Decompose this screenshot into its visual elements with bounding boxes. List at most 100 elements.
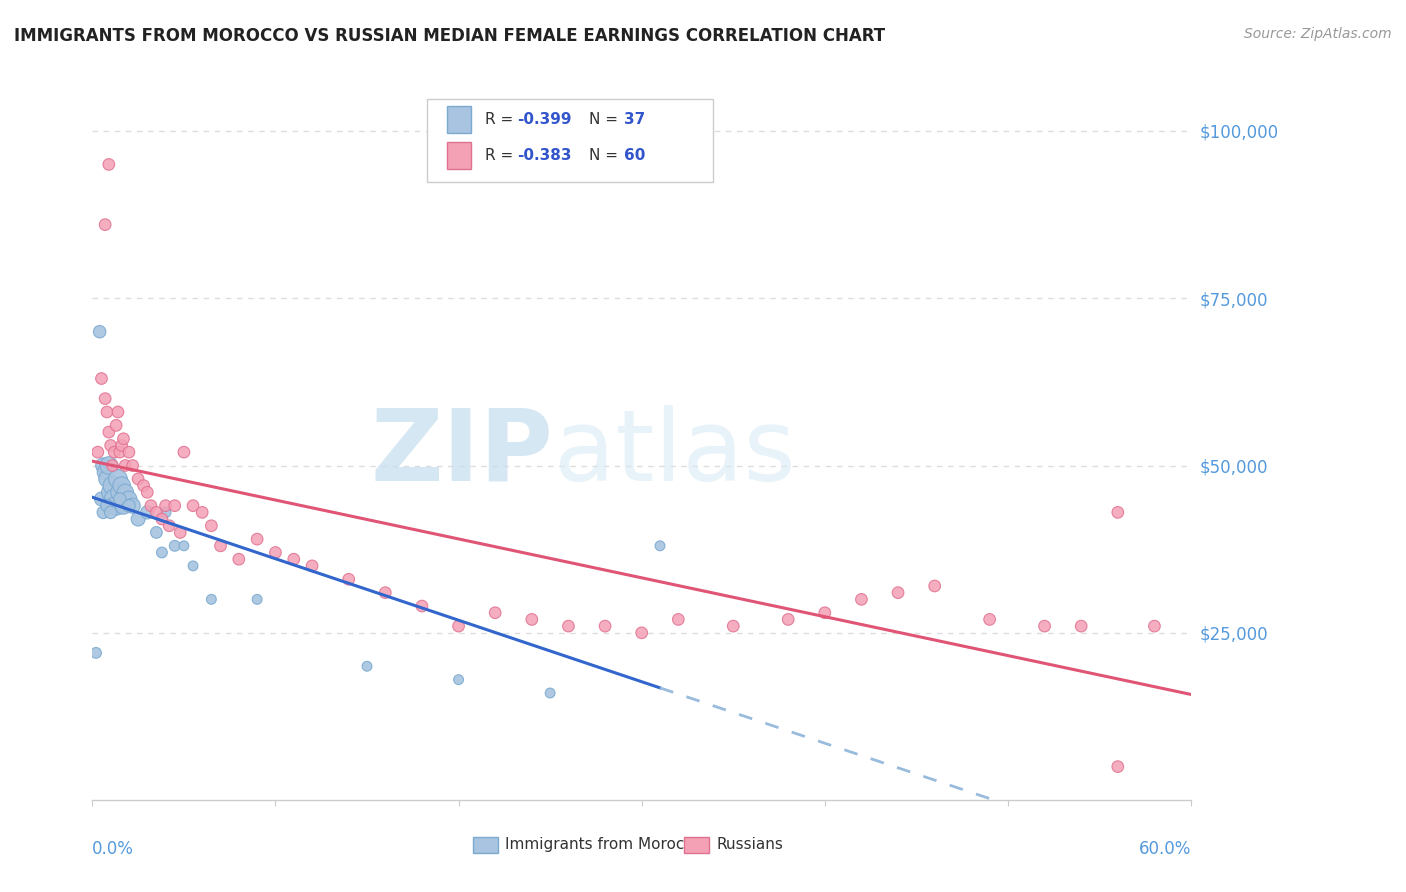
Point xyxy=(89,325,111,339)
Text: R =: R = xyxy=(485,148,517,163)
Point xyxy=(246,532,269,546)
Point xyxy=(108,485,131,500)
Point xyxy=(121,458,143,473)
Point xyxy=(101,458,124,473)
Point xyxy=(97,425,120,439)
Point xyxy=(136,485,159,500)
Point xyxy=(150,545,173,559)
Point xyxy=(111,438,134,452)
Point xyxy=(111,478,134,492)
Point xyxy=(118,491,141,506)
Point xyxy=(97,157,120,171)
Point xyxy=(90,491,112,506)
Point xyxy=(96,472,118,486)
Point xyxy=(155,505,177,519)
Point xyxy=(169,525,191,540)
Bar xyxy=(447,105,471,133)
Point xyxy=(447,673,470,687)
Point xyxy=(101,478,124,492)
Bar xyxy=(447,142,471,169)
Text: 60.0%: 60.0% xyxy=(1139,840,1191,858)
Text: Russians: Russians xyxy=(716,838,783,852)
Point xyxy=(1070,619,1092,633)
Text: IMMIGRANTS FROM MOROCCO VS RUSSIAN MEDIAN FEMALE EARNINGS CORRELATION CHART: IMMIGRANTS FROM MOROCCO VS RUSSIAN MEDIA… xyxy=(14,27,886,45)
Text: 37: 37 xyxy=(624,112,645,127)
Point xyxy=(87,445,110,459)
Point xyxy=(139,499,162,513)
Point xyxy=(979,612,1001,626)
Point xyxy=(851,592,873,607)
Point xyxy=(723,619,745,633)
Point xyxy=(103,445,125,459)
Point xyxy=(107,405,129,419)
Point xyxy=(209,539,232,553)
Point xyxy=(191,505,214,519)
Point xyxy=(145,505,167,519)
Point xyxy=(173,445,195,459)
Point xyxy=(1107,505,1129,519)
Point xyxy=(155,499,177,513)
Bar xyxy=(427,99,713,182)
Text: N =: N = xyxy=(589,112,623,127)
Point xyxy=(157,518,180,533)
Text: atlas: atlas xyxy=(554,405,796,501)
Point xyxy=(100,485,122,500)
Point xyxy=(100,505,122,519)
Point xyxy=(145,525,167,540)
Point xyxy=(103,491,125,506)
Text: Source: ZipAtlas.com: Source: ZipAtlas.com xyxy=(1244,27,1392,41)
Point xyxy=(374,585,396,599)
Point xyxy=(630,625,652,640)
Point xyxy=(105,499,128,513)
Point xyxy=(264,545,287,559)
Point xyxy=(447,619,470,633)
Text: 60: 60 xyxy=(624,148,645,163)
Point xyxy=(127,512,149,526)
Point xyxy=(173,539,195,553)
Point xyxy=(100,438,122,452)
Point xyxy=(91,458,114,473)
Point xyxy=(132,478,155,492)
Point xyxy=(666,612,689,626)
Point xyxy=(593,619,616,633)
Point xyxy=(181,558,204,573)
Point xyxy=(163,499,186,513)
Point xyxy=(112,499,135,513)
Point xyxy=(97,458,120,473)
Text: N =: N = xyxy=(589,148,623,163)
Point xyxy=(1143,619,1166,633)
Point xyxy=(520,612,543,626)
Point xyxy=(356,659,378,673)
Point xyxy=(118,445,141,459)
Point xyxy=(246,592,269,607)
Point xyxy=(96,405,118,419)
Point xyxy=(814,606,837,620)
Point xyxy=(200,592,222,607)
Point xyxy=(150,512,173,526)
Point xyxy=(1107,759,1129,773)
Point xyxy=(538,686,561,700)
Text: 0.0%: 0.0% xyxy=(93,840,134,858)
Point xyxy=(114,458,136,473)
Point xyxy=(557,619,579,633)
Point xyxy=(90,371,112,385)
Point xyxy=(94,218,117,232)
Point xyxy=(337,572,360,586)
Point xyxy=(411,599,433,613)
Text: -0.399: -0.399 xyxy=(517,112,572,127)
Point xyxy=(94,392,117,406)
Point xyxy=(108,445,131,459)
Point xyxy=(484,606,506,620)
Point xyxy=(181,499,204,513)
Point xyxy=(924,579,946,593)
Point xyxy=(301,558,323,573)
Point xyxy=(107,472,129,486)
Point xyxy=(108,491,131,506)
Point xyxy=(228,552,250,566)
Text: Immigrants from Morocco: Immigrants from Morocco xyxy=(505,838,703,852)
Point xyxy=(136,505,159,519)
Point xyxy=(114,485,136,500)
Point xyxy=(84,646,107,660)
Point xyxy=(118,499,141,513)
Point xyxy=(127,472,149,486)
